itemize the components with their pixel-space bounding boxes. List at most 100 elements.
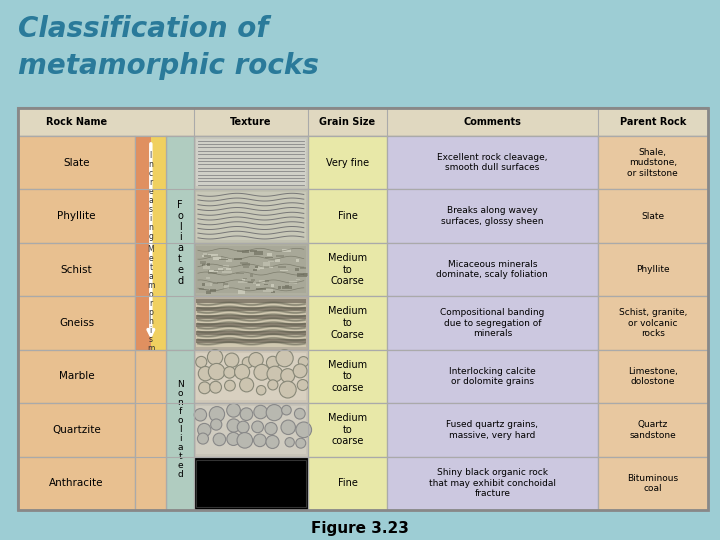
Bar — [18, 403, 135, 457]
Bar — [242, 279, 245, 281]
Text: Fine: Fine — [338, 211, 357, 221]
Bar — [308, 296, 387, 350]
Bar — [194, 296, 308, 350]
Bar — [196, 192, 306, 240]
Bar — [235, 258, 242, 260]
Bar — [199, 261, 207, 265]
Bar — [236, 273, 243, 274]
Bar — [202, 283, 210, 286]
Text: Schist: Schist — [60, 265, 92, 274]
Circle shape — [297, 380, 308, 390]
Circle shape — [227, 419, 240, 432]
Bar — [202, 264, 205, 266]
Bar — [267, 253, 272, 255]
Bar — [135, 350, 166, 510]
Bar — [204, 255, 211, 256]
Bar — [295, 268, 299, 271]
Text: Very fine: Very fine — [326, 158, 369, 168]
Bar — [196, 323, 306, 327]
Circle shape — [298, 356, 309, 367]
Text: Slate: Slate — [63, 158, 90, 168]
Circle shape — [296, 422, 312, 437]
Bar — [271, 284, 274, 287]
Bar — [279, 266, 287, 268]
Text: F
o
l
i
a
t
e
d: F o l i a t e d — [177, 200, 183, 286]
Bar — [271, 291, 275, 293]
Bar — [250, 250, 257, 252]
Bar — [256, 288, 266, 291]
Circle shape — [266, 404, 282, 421]
Circle shape — [266, 435, 279, 449]
Bar — [196, 246, 306, 293]
Bar — [207, 263, 210, 266]
Bar — [308, 243, 387, 296]
Bar — [265, 257, 273, 258]
Text: Classification of: Classification of — [18, 15, 269, 43]
Bar — [276, 255, 284, 258]
Bar — [194, 243, 308, 296]
Bar — [196, 315, 306, 319]
Text: N
o
n
f
o
l
i
a
t
e
d: N o n f o l i a t e d — [177, 380, 184, 480]
Bar — [282, 249, 291, 252]
Bar — [206, 276, 210, 279]
Circle shape — [281, 369, 294, 383]
Text: Grain Size: Grain Size — [320, 117, 376, 127]
Bar — [246, 287, 251, 289]
Bar — [202, 255, 211, 256]
Bar — [196, 406, 306, 454]
Bar — [18, 350, 135, 403]
Circle shape — [266, 356, 279, 369]
Bar — [207, 291, 211, 294]
Circle shape — [285, 437, 294, 447]
Text: Interlocking calcite
or dolomite grains: Interlocking calcite or dolomite grains — [449, 367, 536, 386]
Bar — [240, 262, 248, 264]
Circle shape — [240, 378, 253, 392]
Bar — [224, 285, 229, 289]
Bar — [196, 339, 306, 343]
Bar — [196, 311, 306, 315]
Bar — [387, 403, 598, 457]
Bar — [285, 285, 289, 288]
Bar — [18, 108, 708, 510]
Bar — [194, 403, 308, 457]
Circle shape — [268, 380, 278, 390]
Bar — [264, 280, 269, 282]
Bar — [308, 403, 387, 457]
Bar — [222, 271, 232, 273]
Bar — [18, 108, 708, 136]
Bar — [194, 350, 308, 403]
Bar — [282, 286, 292, 289]
Bar — [264, 262, 270, 266]
Circle shape — [194, 409, 207, 421]
Bar — [269, 266, 274, 268]
Bar — [598, 296, 708, 350]
Text: Gneiss: Gneiss — [59, 318, 94, 328]
Circle shape — [210, 407, 225, 422]
Bar — [280, 270, 288, 271]
Bar — [302, 273, 308, 276]
Bar — [598, 403, 708, 457]
Circle shape — [240, 408, 253, 421]
Circle shape — [225, 353, 239, 367]
Circle shape — [227, 433, 240, 446]
Bar — [135, 136, 166, 350]
Bar — [255, 268, 260, 271]
Bar — [598, 136, 708, 190]
Bar — [243, 266, 249, 268]
Bar — [18, 190, 135, 243]
Bar — [598, 457, 708, 510]
Text: Anthracite: Anthracite — [50, 478, 104, 488]
Bar — [194, 457, 308, 510]
Bar — [150, 136, 166, 350]
Bar — [18, 136, 135, 190]
Circle shape — [207, 349, 222, 365]
Bar — [205, 283, 212, 286]
Bar — [308, 350, 387, 403]
Text: I
n
c
r
e
a
s
i
n
g: I n c r e a s i n g — [148, 151, 153, 241]
Bar — [387, 136, 598, 190]
Bar — [18, 457, 135, 510]
Bar — [387, 457, 598, 510]
Text: Figure 3.23: Figure 3.23 — [311, 521, 409, 536]
Circle shape — [235, 364, 250, 380]
Bar — [387, 190, 598, 243]
